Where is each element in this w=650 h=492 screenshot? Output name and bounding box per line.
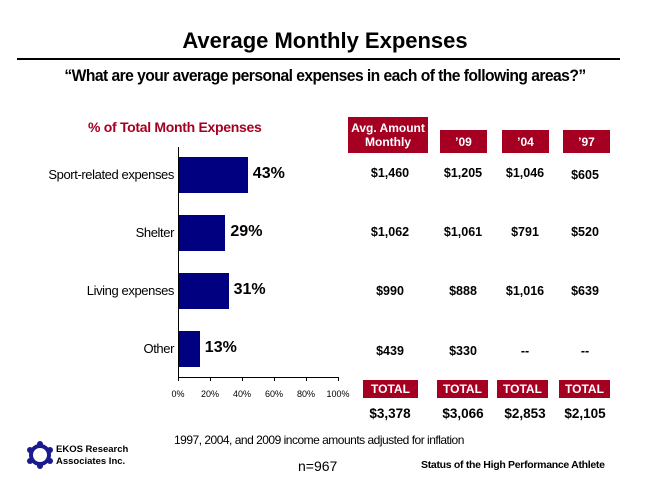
table-cell: $990 [376, 284, 404, 298]
x-tick-mark [242, 377, 243, 381]
total-value-2009: $3,066 [442, 406, 484, 421]
total-badge-1997: TOTAL [559, 380, 610, 398]
total-label: TOTAL [443, 382, 482, 396]
logo-text: EKOS Research Associates Inc. [56, 444, 128, 468]
x-tick-mark [306, 377, 307, 381]
total-value-1997: $2,105 [564, 406, 606, 421]
bar [179, 331, 200, 367]
x-tick-mark [178, 377, 179, 381]
inflation-footnote: 1997, 2004, and 2009 income amounts adju… [174, 433, 464, 447]
header-avg-amount-monthly: Avg. Amount Monthly [348, 117, 428, 153]
y-axis-line [178, 147, 179, 378]
bar [179, 273, 229, 309]
total-badge-avg: TOTAL [363, 380, 418, 398]
category-label: Shelter [135, 225, 175, 240]
table-cell: $1,460 [370, 166, 410, 180]
x-tick-label: 100% [326, 389, 350, 399]
x-tick-mark [338, 377, 339, 381]
header-1997: ’97 [563, 130, 610, 153]
table-cell: $888 [449, 284, 477, 298]
page-title: Average Monthly Expenses [182, 28, 468, 53]
table-cell: $1,205 [443, 166, 483, 180]
total-label: TOTAL [371, 382, 410, 396]
header-2009: ’09 [440, 130, 487, 153]
table-cell: -- [520, 344, 530, 358]
sample-size: n=967 [298, 458, 338, 474]
table-cell: $1,061 [443, 225, 483, 239]
x-tick-label: 0% [171, 389, 185, 399]
table-cell: -- [580, 344, 590, 358]
table-cell: $439 [376, 344, 404, 358]
x-tick-mark [274, 377, 275, 381]
data-label: 29% [230, 223, 263, 240]
logo-line1: EKOS Research [56, 444, 129, 455]
total-badge-2009: TOTAL [437, 380, 488, 398]
category-label: Living expenses [86, 283, 175, 298]
header-2004-label: ’04 [517, 134, 534, 149]
x-tick-label: 80% [296, 389, 315, 399]
table-cell: $639 [571, 284, 599, 298]
x-tick-mark [210, 377, 211, 381]
header-avg-line2: Monthly [365, 135, 411, 149]
total-value-2004: $2,853 [504, 406, 546, 421]
title-divider [17, 58, 620, 60]
table-cell: $1,062 [370, 225, 410, 239]
total-label: TOTAL [503, 382, 542, 396]
data-label: 43% [252, 165, 285, 182]
table-cell: $1,046 [505, 166, 545, 180]
data-label: 31% [233, 281, 266, 298]
x-axis-line [178, 377, 339, 378]
table-cell: $1,016 [505, 284, 545, 298]
total-value-avg: $3,378 [369, 406, 411, 421]
x-tick-label: 40% [232, 389, 251, 399]
header-avg-line1: Avg. Amount [351, 121, 425, 135]
category-label: Sport-related expenses [48, 167, 174, 182]
logo-line2: Associates Inc. [56, 456, 126, 467]
x-tick-label: 20% [200, 389, 219, 399]
table-cell: $520 [571, 225, 599, 239]
survey-question: “What are your average personal expenses… [64, 66, 586, 85]
total-label: TOTAL [565, 382, 604, 396]
chart-title: % of Total Month Expenses [88, 119, 262, 135]
x-tick-label: 60% [264, 389, 283, 399]
report-source: Status of the High Performance Athlete [421, 459, 605, 471]
header-1997-label: ’97 [578, 134, 595, 149]
table-cell: $330 [449, 344, 477, 358]
total-badge-2004: TOTAL [497, 380, 548, 398]
ekos-logo-icon [26, 441, 54, 469]
bar [179, 157, 248, 193]
table-cell: $605 [571, 168, 599, 182]
table-cell: $791 [511, 225, 539, 239]
header-2009-label: ’09 [455, 134, 472, 149]
category-label: Other [143, 341, 174, 356]
header-2004: ’04 [502, 130, 549, 153]
data-label: 13% [204, 339, 237, 356]
bar [179, 215, 226, 251]
